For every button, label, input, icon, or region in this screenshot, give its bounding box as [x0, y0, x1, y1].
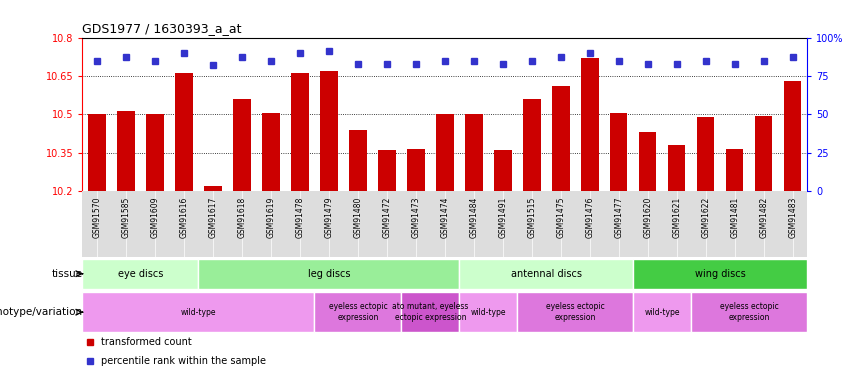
- Text: GSM91619: GSM91619: [266, 196, 275, 238]
- Text: GSM91616: GSM91616: [180, 196, 188, 238]
- Bar: [117, 111, 135, 191]
- Text: GSM91475: GSM91475: [556, 196, 565, 238]
- Text: GSM91515: GSM91515: [528, 196, 536, 238]
- Bar: [634, 259, 807, 289]
- Text: GSM91483: GSM91483: [788, 196, 797, 238]
- Text: eye discs: eye discs: [118, 269, 163, 279]
- Text: GSM91484: GSM91484: [470, 196, 478, 238]
- Bar: [89, 114, 106, 191]
- Text: wild-type: wild-type: [645, 308, 680, 316]
- Bar: [262, 113, 279, 191]
- Text: genotype/variation: genotype/variation: [0, 307, 82, 317]
- Text: GSM91472: GSM91472: [383, 196, 391, 238]
- Text: GSM91585: GSM91585: [122, 196, 130, 238]
- Bar: [459, 259, 634, 289]
- Bar: [82, 292, 314, 332]
- Bar: [204, 186, 221, 191]
- Bar: [233, 99, 251, 191]
- Text: GSM91480: GSM91480: [353, 196, 362, 238]
- Text: GSM91491: GSM91491: [498, 196, 507, 238]
- Bar: [784, 81, 801, 191]
- Bar: [634, 292, 691, 332]
- Text: eyeless ectopic
expression: eyeless ectopic expression: [328, 303, 387, 322]
- Bar: [755, 116, 773, 191]
- Bar: [199, 259, 459, 289]
- Bar: [378, 150, 396, 191]
- Text: GSM91474: GSM91474: [440, 196, 450, 238]
- Text: eyeless ectopic
expression: eyeless ectopic expression: [720, 303, 779, 322]
- Text: GDS1977 / 1630393_a_at: GDS1977 / 1630393_a_at: [82, 22, 242, 35]
- Text: tissue: tissue: [51, 269, 82, 279]
- Text: wild-type: wild-type: [470, 308, 506, 316]
- Bar: [668, 145, 686, 191]
- Text: GSM91617: GSM91617: [208, 196, 217, 238]
- Text: GSM91478: GSM91478: [295, 196, 305, 238]
- Bar: [465, 114, 483, 191]
- Bar: [639, 132, 656, 191]
- Text: GSM91476: GSM91476: [585, 196, 595, 238]
- Bar: [146, 114, 164, 191]
- Bar: [436, 114, 454, 191]
- Bar: [581, 58, 599, 191]
- Bar: [697, 117, 714, 191]
- Bar: [517, 292, 634, 332]
- Text: ato mutant, eyeless
ectopic expression: ato mutant, eyeless ectopic expression: [392, 303, 469, 322]
- Bar: [523, 99, 541, 191]
- Text: GSM91479: GSM91479: [325, 196, 333, 238]
- Bar: [726, 149, 744, 191]
- Bar: [291, 74, 309, 191]
- Bar: [401, 292, 459, 332]
- Text: GSM91609: GSM91609: [150, 196, 160, 238]
- Text: transformed count: transformed count: [101, 337, 191, 347]
- Bar: [407, 149, 424, 191]
- Text: wild-type: wild-type: [181, 308, 216, 316]
- Text: GSM91621: GSM91621: [673, 196, 681, 238]
- Text: eyeless ectopic
expression: eyeless ectopic expression: [546, 303, 605, 322]
- Bar: [610, 113, 628, 191]
- Text: GSM91482: GSM91482: [760, 196, 768, 238]
- Bar: [175, 74, 193, 191]
- Text: GSM91570: GSM91570: [93, 196, 102, 238]
- Text: GSM91481: GSM91481: [730, 196, 740, 238]
- Bar: [459, 292, 517, 332]
- Bar: [82, 259, 199, 289]
- Text: percentile rank within the sample: percentile rank within the sample: [101, 356, 266, 366]
- Text: wing discs: wing discs: [695, 269, 746, 279]
- Bar: [494, 150, 511, 191]
- Text: antennal discs: antennal discs: [511, 269, 582, 279]
- Text: leg discs: leg discs: [307, 269, 350, 279]
- Bar: [691, 292, 807, 332]
- Text: GSM91622: GSM91622: [701, 196, 710, 238]
- Bar: [314, 292, 401, 332]
- Text: GSM91477: GSM91477: [615, 196, 623, 238]
- Text: GSM91618: GSM91618: [238, 196, 247, 238]
- Bar: [320, 71, 338, 191]
- Bar: [349, 130, 366, 191]
- Bar: [552, 86, 569, 191]
- Text: GSM91620: GSM91620: [643, 196, 652, 238]
- Text: GSM91473: GSM91473: [411, 196, 420, 238]
